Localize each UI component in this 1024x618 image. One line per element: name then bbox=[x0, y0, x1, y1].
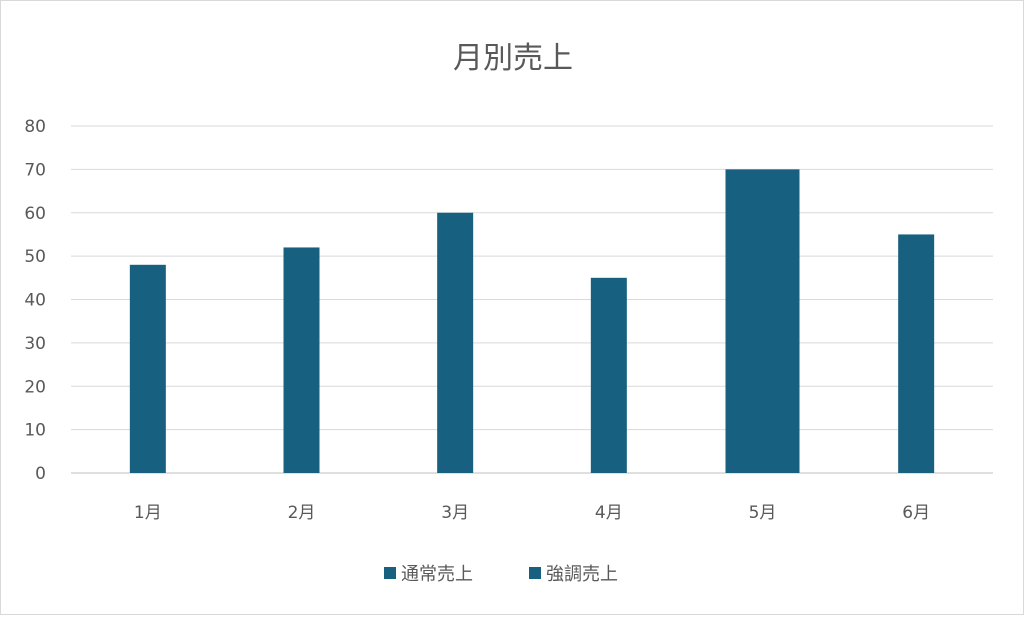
legend: 通常売上 強調売上 bbox=[384, 564, 618, 585]
y-tick-label: 20 bbox=[24, 377, 46, 397]
y-tick-label: 0 bbox=[35, 464, 46, 484]
bar-regular bbox=[283, 247, 320, 473]
x-tick-label: 6月 bbox=[902, 503, 930, 523]
bars bbox=[129, 169, 935, 473]
legend-swatch bbox=[384, 567, 396, 579]
chart-title: 月別売上 bbox=[453, 41, 573, 76]
y-tick-label: 10 bbox=[24, 421, 46, 441]
legend-label: 通常売上 bbox=[401, 564, 473, 585]
bar-regular bbox=[437, 212, 474, 473]
x-tick-label: 2月 bbox=[288, 503, 316, 523]
bar-regular bbox=[590, 277, 627, 473]
y-tick-label: 80 bbox=[24, 117, 46, 137]
y-tick-label: 30 bbox=[24, 334, 46, 354]
bar-regular bbox=[129, 264, 166, 473]
bar-emphasis bbox=[725, 169, 800, 473]
y-tick-label: 60 bbox=[24, 204, 46, 224]
gridlines bbox=[71, 125, 993, 474]
y-axis-tick-labels: 0 10 20 30 40 50 60 70 80 bbox=[24, 117, 46, 484]
x-tick-label: 5月 bbox=[749, 503, 777, 523]
legend-label: 強調売上 bbox=[546, 564, 618, 585]
y-tick-label: 50 bbox=[24, 247, 46, 267]
x-tick-label: 1月 bbox=[134, 503, 162, 523]
y-tick-label: 70 bbox=[24, 160, 46, 180]
legend-swatch bbox=[529, 567, 541, 579]
x-axis-tick-labels: 1月 2月 3月 4月 5月 6月 bbox=[134, 503, 930, 523]
x-tick-label: 3月 bbox=[441, 503, 469, 523]
bar-regular bbox=[898, 234, 935, 473]
x-tick-label: 4月 bbox=[595, 503, 623, 523]
y-tick-label: 40 bbox=[24, 291, 46, 311]
